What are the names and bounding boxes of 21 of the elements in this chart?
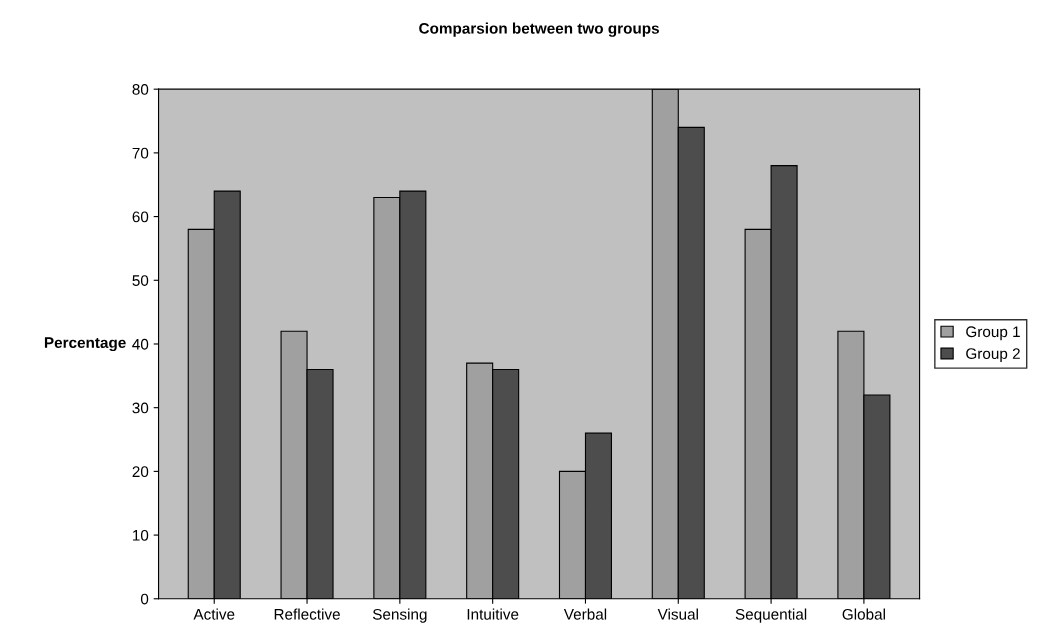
chart-title: Comparsion between two groups bbox=[419, 22, 659, 37]
x-tick-label: Reflective bbox=[274, 608, 340, 620]
y-tick-label: 40 bbox=[132, 338, 149, 350]
x-tick-label: Verbal bbox=[563, 608, 607, 620]
x-tick-label: Visual bbox=[657, 608, 698, 620]
y-tick-label: 10 bbox=[133, 529, 149, 541]
x-tick-label: Global bbox=[842, 608, 885, 620]
y-tick-label: 80 bbox=[132, 84, 149, 95]
x-tick-label: Sensing bbox=[372, 608, 427, 623]
x-tick-label: Intuitive bbox=[467, 608, 519, 620]
legend-label: Group 1 bbox=[966, 326, 1020, 341]
y-tick-label: 70 bbox=[132, 147, 149, 159]
y-tick-label: 50 bbox=[132, 275, 149, 286]
y-tick-label: 20 bbox=[132, 466, 149, 478]
legend-label: Group 2 bbox=[966, 348, 1020, 363]
y-axis-title: Percentage bbox=[44, 337, 126, 352]
x-tick-label: Active bbox=[193, 608, 235, 620]
y-tick-label: 0 bbox=[140, 593, 149, 605]
y-tick-label: 60 bbox=[132, 211, 149, 223]
x-tick-label: Sequential bbox=[735, 608, 807, 623]
y-tick-label: 30 bbox=[132, 402, 149, 414]
